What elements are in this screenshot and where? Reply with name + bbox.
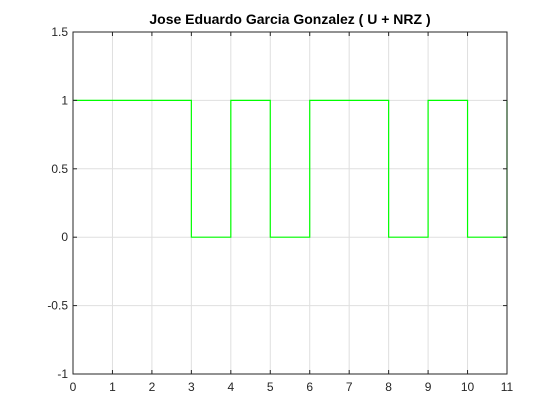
grid bbox=[72, 31, 508, 375]
x-tick-label: 9 bbox=[425, 380, 432, 394]
chart-title: Jose Eduardo Garcia Gonzalez ( U + NRZ ) bbox=[149, 11, 430, 27]
axes-box bbox=[72, 31, 508, 375]
series-layer bbox=[73, 99, 508, 238]
x-tick-labels: 0 1 2 3 4 5 6 7 8 9 10 11 bbox=[70, 380, 514, 394]
y-tick-label: -0.5 bbox=[47, 299, 68, 313]
y-tick-labels: -1 -0.5 0 0.5 1 1.5 bbox=[47, 25, 68, 381]
x-tick-label: 5 bbox=[267, 380, 274, 394]
ticks bbox=[72, 31, 508, 375]
y-tick-label: 1.5 bbox=[51, 25, 68, 39]
x-tick-label: 8 bbox=[385, 380, 392, 394]
x-tick-label: 0 bbox=[70, 380, 77, 394]
y-tick-label: -1 bbox=[57, 367, 68, 381]
y-tick-label: 0.5 bbox=[51, 162, 68, 176]
y-tick-label: 1 bbox=[61, 93, 68, 107]
x-tick-label: 1 bbox=[109, 380, 116, 394]
series-line bbox=[73, 99, 508, 238]
x-tick-label: 2 bbox=[149, 380, 156, 394]
y-tick-label: 0 bbox=[61, 230, 68, 244]
x-tick-label: 6 bbox=[306, 380, 313, 394]
x-tick-label: 4 bbox=[227, 380, 234, 394]
x-tick-label: 10 bbox=[461, 380, 475, 394]
x-tick-label: 3 bbox=[188, 380, 195, 394]
x-tick-label: 7 bbox=[346, 380, 353, 394]
x-tick-label: 11 bbox=[501, 380, 514, 394]
